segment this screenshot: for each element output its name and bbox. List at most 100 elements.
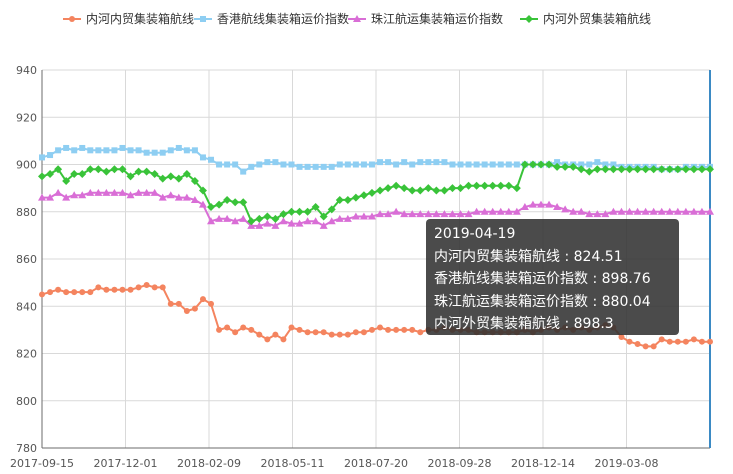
data-point (248, 326, 255, 333)
data-point (86, 188, 95, 196)
legend[interactable]: 内河内贸集装箱航线 香港航线集装箱运价指数 珠江航运集装箱运价指数 内河外贸集装箱航线 (63, 11, 651, 26)
data-point (585, 167, 594, 176)
data-point (489, 161, 496, 168)
data-point (182, 169, 191, 178)
data-point (481, 161, 488, 168)
y-tick-label: 860 (16, 253, 37, 266)
tooltip-series-value: 898.3 (573, 316, 614, 332)
data-point (609, 207, 618, 215)
data-point (94, 165, 103, 174)
data-point (496, 181, 505, 190)
data-point (256, 331, 263, 338)
data-point (377, 159, 384, 166)
data-point (440, 210, 449, 218)
data-point (215, 214, 224, 222)
x-tick-label: 2018-02-09 (177, 457, 241, 470)
tooltip-series-value: 824.51 (573, 248, 623, 265)
data-point (698, 338, 705, 345)
data-point (625, 207, 634, 215)
data-point (199, 154, 206, 161)
data-point (208, 300, 215, 307)
data-point (602, 161, 609, 168)
data-point (689, 165, 698, 174)
data-point (167, 147, 174, 154)
tooltip-series-name: 珠江航运集装箱运价指数 (434, 293, 588, 310)
data-point (247, 221, 256, 229)
data-point (351, 193, 360, 202)
data-point (488, 207, 497, 215)
data-point (681, 165, 690, 174)
data-point (272, 159, 279, 166)
legend-item-4[interactable]: 内河外贸集装箱航线 (520, 11, 651, 26)
tooltip-series-name: 内河内贸集装箱航线 (434, 248, 560, 265)
data-point (94, 188, 103, 196)
legend-item-1[interactable]: 内河内贸集装箱航线 (63, 11, 194, 26)
data-point (304, 329, 311, 336)
data-point (311, 217, 320, 225)
tooltip-series-name: 内河外贸集装箱航线 (434, 316, 560, 332)
data-point (593, 165, 602, 174)
y-tick-label: 920 (16, 111, 37, 124)
data-point (408, 186, 417, 195)
data-point (360, 329, 367, 336)
data-point (553, 203, 562, 211)
data-point (102, 167, 111, 176)
data-point (126, 172, 135, 181)
data-point (392, 207, 401, 215)
data-point (512, 184, 521, 193)
data-point (231, 198, 240, 207)
data-point (441, 159, 448, 166)
data-point (665, 207, 674, 215)
data-point (79, 144, 86, 151)
data-point (464, 181, 473, 190)
data-point (174, 174, 183, 183)
legend-item-2[interactable]: 香港航线集装箱运价指数 (194, 11, 349, 26)
data-point (351, 212, 360, 220)
tooltip-row-1: 内河内贸集装箱航线 : 824.51 (434, 248, 623, 265)
data-point (87, 147, 94, 154)
data-point (118, 165, 127, 174)
data-point (255, 214, 264, 223)
data-point (505, 161, 512, 168)
data-point (62, 193, 71, 201)
data-point (143, 149, 150, 156)
data-point (247, 217, 256, 226)
data-point (690, 336, 697, 343)
data-point (111, 147, 118, 154)
series-3[interactable] (38, 188, 714, 229)
data-point (472, 181, 481, 190)
data-point (224, 161, 231, 168)
data-point (216, 161, 223, 168)
y-tick-label: 900 (16, 159, 37, 172)
data-point (271, 221, 280, 229)
data-point (343, 214, 352, 222)
data-point (279, 217, 288, 225)
data-point (480, 207, 489, 215)
data-point (280, 336, 287, 343)
data-point (47, 289, 54, 296)
legend-item-3[interactable]: 珠江航运集装箱运价指数 (348, 11, 503, 26)
data-point (697, 207, 706, 215)
data-point (135, 147, 142, 154)
data-point (198, 200, 207, 208)
data-point (666, 338, 673, 345)
data-point (593, 210, 602, 218)
data-point (190, 177, 199, 186)
data-point (440, 186, 449, 195)
legend-swatch-marker (69, 16, 75, 22)
series-4[interactable] (38, 160, 714, 226)
data-point (264, 336, 271, 343)
data-point (473, 161, 480, 168)
data-point (78, 191, 87, 199)
data-point (408, 210, 417, 218)
data-point (536, 200, 545, 208)
data-point (377, 324, 384, 331)
x-tick-label: 2017-12-01 (94, 457, 158, 470)
data-point (618, 333, 625, 340)
data-point (328, 331, 335, 338)
data-point (79, 289, 86, 296)
tooltip-series-name: 香港航线集装箱运价指数 (434, 271, 588, 287)
data-point (457, 161, 464, 168)
data-point (328, 163, 335, 170)
data-point (504, 207, 513, 215)
